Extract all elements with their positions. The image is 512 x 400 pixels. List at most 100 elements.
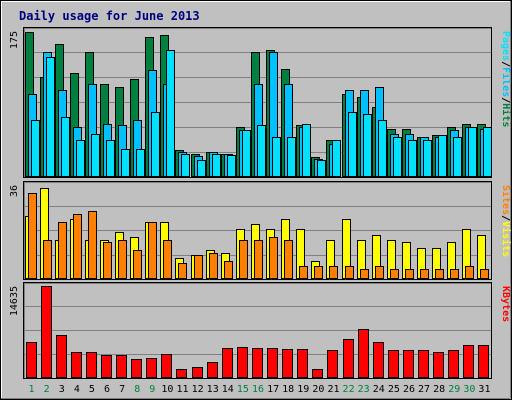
bar-kbytes-day-28 (433, 352, 444, 378)
bar-kbytes-day-7 (116, 355, 127, 378)
bar-sites-day-19 (299, 266, 308, 279)
x-tick-day-11: 11 (176, 384, 188, 395)
legend-separator: / (500, 61, 511, 67)
bar-pages-day-25 (393, 137, 402, 177)
bar-kbytes-day-1 (26, 342, 37, 378)
bar-pages-day-4 (76, 140, 85, 177)
bar-sites-day-15 (239, 240, 248, 279)
bar-sites-day-16 (254, 240, 263, 279)
bar-pages-day-22 (348, 112, 357, 177)
bar-pages-day-17 (272, 137, 281, 177)
bar-pages-day-19 (302, 124, 311, 177)
x-tick-day-5: 5 (89, 384, 95, 395)
x-tick-day-13: 13 (207, 384, 219, 395)
x-tick-day-29: 29 (448, 384, 460, 395)
legend-separator: / (500, 97, 511, 103)
bar-pages-day-15 (242, 130, 251, 177)
x-tick-day-22: 22 (343, 384, 355, 395)
bar-pages-day-3 (61, 117, 70, 177)
bar-sites-day-9 (148, 222, 157, 279)
x-tick-day-27: 27 (418, 384, 430, 395)
bar-sites-day-11 (178, 263, 187, 279)
x-tick-day-1: 1 (29, 384, 35, 395)
x-tick-day-23: 23 (358, 384, 370, 395)
y-max-label-kbytes: 14635 (9, 286, 20, 316)
y-max-label-sites-visits: 36 (9, 185, 20, 197)
bar-sites-day-30 (465, 266, 474, 279)
bar-pages-day-23 (363, 114, 372, 177)
bar-pages-day-11 (181, 154, 190, 177)
bar-pages-day-16 (257, 125, 266, 177)
x-tick-day-12: 12 (192, 384, 204, 395)
bar-pages-day-14 (227, 155, 236, 177)
bar-pages-day-31 (483, 127, 492, 177)
legend-item-hits: Hits (500, 103, 512, 127)
legend-kbytes: KBytes (500, 286, 511, 322)
bar-pages-day-5 (91, 134, 100, 177)
bar-kbytes-day-5 (86, 352, 97, 378)
bar-sites-day-29 (450, 269, 459, 279)
x-tick-day-7: 7 (119, 384, 125, 395)
bar-pages-day-28 (438, 135, 447, 177)
bar-pages-day-24 (378, 120, 387, 177)
bar-kbytes-day-29 (448, 350, 459, 378)
bar-kbytes-day-11 (176, 369, 187, 378)
bar-pages-day-27 (423, 140, 432, 177)
chart-title: Daily usage for June 2013 (19, 9, 200, 23)
bar-pages-day-29 (453, 137, 462, 177)
bar-kbytes-day-21 (327, 350, 338, 378)
bar-kbytes-day-22 (343, 339, 354, 378)
bar-sites-day-17 (269, 237, 278, 279)
bar-kbytes-day-19 (297, 349, 308, 378)
bar-kbytes-day-20 (312, 369, 323, 378)
bar-pages-day-9 (151, 112, 160, 177)
bar-sites-day-21 (329, 266, 338, 279)
x-tick-day-25: 25 (388, 384, 400, 395)
x-tick-day-14: 14 (222, 384, 234, 395)
legend-item-sites: Sites (500, 185, 512, 215)
bar-sites-day-27 (420, 269, 429, 279)
bar-kbytes-day-14 (222, 348, 233, 378)
bar-pages-day-30 (468, 127, 477, 177)
x-tick-day-10: 10 (161, 384, 173, 395)
x-tick-day-21: 21 (327, 384, 339, 395)
bar-sites-day-28 (435, 269, 444, 279)
x-tick-day-9: 9 (149, 384, 155, 395)
x-tick-day-8: 8 (134, 384, 140, 395)
bar-pages-day-10 (166, 50, 175, 177)
x-tick-day-3: 3 (59, 384, 65, 395)
x-tick-day-19: 19 (297, 384, 309, 395)
bar-pages-day-26 (408, 140, 417, 177)
bar-pages-day-2 (46, 57, 55, 177)
x-tick-day-6: 6 (104, 384, 110, 395)
bar-sites-day-3 (58, 222, 67, 279)
bar-kbytes-day-13 (207, 362, 218, 378)
bar-kbytes-day-17 (267, 348, 278, 378)
bar-kbytes-day-26 (403, 350, 414, 378)
bar-sites-day-14 (224, 261, 233, 279)
bar-kbytes-day-4 (71, 352, 82, 378)
bar-kbytes-day-2 (41, 286, 52, 378)
bar-kbytes-day-15 (237, 347, 248, 378)
legend-separator: / (500, 215, 511, 221)
bar-pages-day-21 (332, 140, 341, 177)
bar-sites-day-10 (163, 240, 172, 279)
x-tick-day-16: 16 (252, 384, 264, 395)
legend-hits-files-pages: Pages/Files/Hits (500, 31, 512, 127)
bar-sites-day-22 (345, 266, 354, 279)
y-max-label-hits-files-pages: 175 (9, 31, 20, 49)
bar-kbytes-day-25 (388, 350, 399, 378)
bar-kbytes-day-10 (161, 354, 172, 378)
x-tick-day-30: 30 (463, 384, 475, 395)
legend-item-kbytes: KBytes (500, 286, 511, 322)
bar-pages-day-7 (121, 149, 130, 177)
bar-kbytes-day-18 (282, 349, 293, 378)
bar-sites-day-8 (133, 250, 142, 279)
x-tick-day-28: 28 (433, 384, 445, 395)
bar-kbytes-day-12 (192, 367, 203, 378)
x-tick-day-2: 2 (44, 384, 50, 395)
x-tick-day-17: 17 (267, 384, 279, 395)
bar-sites-day-20 (314, 266, 323, 279)
